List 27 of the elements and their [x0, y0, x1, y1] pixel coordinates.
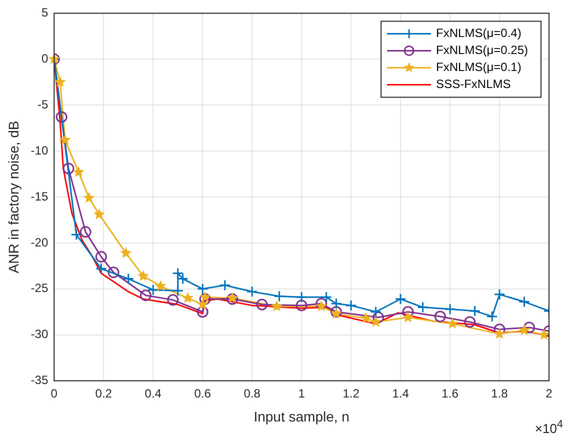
- y-tick-label: -10: [30, 143, 48, 158]
- x-tick-label: 2: [546, 386, 553, 400]
- legend-label: FxNLMS(μ=0.25): [436, 43, 528, 58]
- x-axis-title: Input sample, n: [254, 408, 350, 424]
- x-tick-label: 1.6: [442, 386, 459, 400]
- text: ×10$^{4}$: [534, 418, 563, 436]
- x-tick-label: 1: [298, 386, 306, 400]
- legend-label: FxNLMS(μ=0.1): [436, 60, 522, 74]
- y-tick-label: 5: [41, 6, 48, 20]
- x-tick-label: 0.6: [194, 386, 212, 400]
- y-tick-label: -20: [30, 235, 48, 250]
- y-tick-label: -30: [30, 327, 48, 342]
- y-tick-label: -15: [30, 189, 48, 204]
- x-tick-label: 0.4: [144, 386, 162, 400]
- y-tick-label: -5: [37, 97, 48, 112]
- x-tick-label: 0.8: [244, 386, 261, 400]
- x-tick-label: 1.2: [342, 386, 360, 400]
- y-tick-label: -25: [30, 281, 48, 296]
- x-tick-label: 0.2: [95, 386, 112, 400]
- y-tick-label: -35: [30, 373, 48, 388]
- x-tick-label: 1.4: [392, 386, 410, 400]
- legend-label: FxNLMS(μ=0.4): [436, 26, 522, 40]
- y-axis-title: ANR in factory noise, dB: [5, 120, 22, 274]
- x-tick-label: 0: [50, 386, 58, 400]
- legend-label: SSS-FxNLMS: [436, 77, 511, 92]
- x-tick-label: 1.8: [491, 386, 508, 400]
- y-tick-label: 0: [41, 51, 48, 66]
